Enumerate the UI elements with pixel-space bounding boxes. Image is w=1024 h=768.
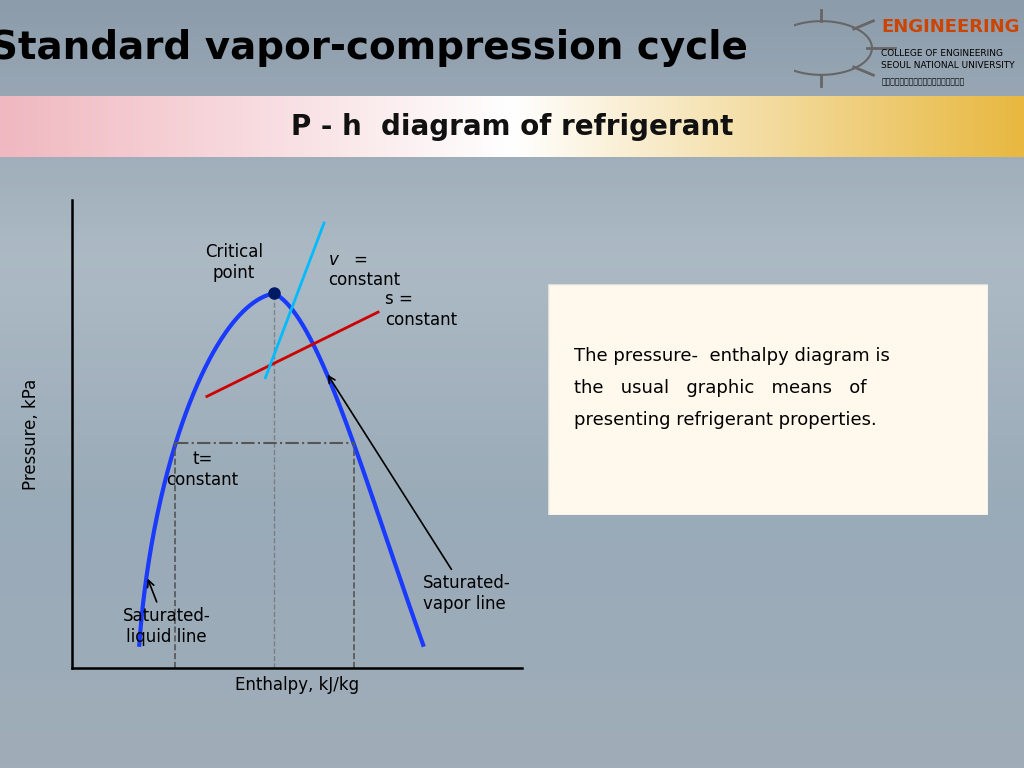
Text: Pressure, kPa: Pressure, kPa [23, 379, 40, 489]
Text: s =
constant: s = constant [385, 290, 457, 329]
Text: The pressure-  enthalpy diagram is
the   usual   graphic   means   of
presenting: The pressure- enthalpy diagram is the us… [574, 347, 890, 429]
Text: $v$   =
constant: $v$ = constant [329, 250, 400, 290]
FancyBboxPatch shape [548, 284, 988, 515]
Text: Saturated-
liquid line: Saturated- liquid line [123, 580, 210, 646]
Text: Critical
point: Critical point [205, 243, 263, 282]
X-axis label: Enthalpy, kJ/kg: Enthalpy, kJ/kg [234, 677, 359, 694]
Text: 얼대학궈볼궈학: 얼대학궈볼궈학 [881, 77, 965, 86]
Text: P - h  diagram of refrigerant: P - h diagram of refrigerant [291, 113, 733, 141]
Text: Standard vapor-compression cycle: Standard vapor-compression cycle [0, 29, 748, 67]
Text: t=
constant: t= constant [166, 450, 239, 489]
Text: ENGINEERING: ENGINEERING [881, 18, 1020, 36]
Text: Saturated-
vapor line: Saturated- vapor line [329, 376, 511, 614]
Text: COLLEGE OF ENGINEERING
SEOUL NATIONAL UNIVERSITY: COLLEGE OF ENGINEERING SEOUL NATIONAL UN… [881, 49, 1015, 70]
